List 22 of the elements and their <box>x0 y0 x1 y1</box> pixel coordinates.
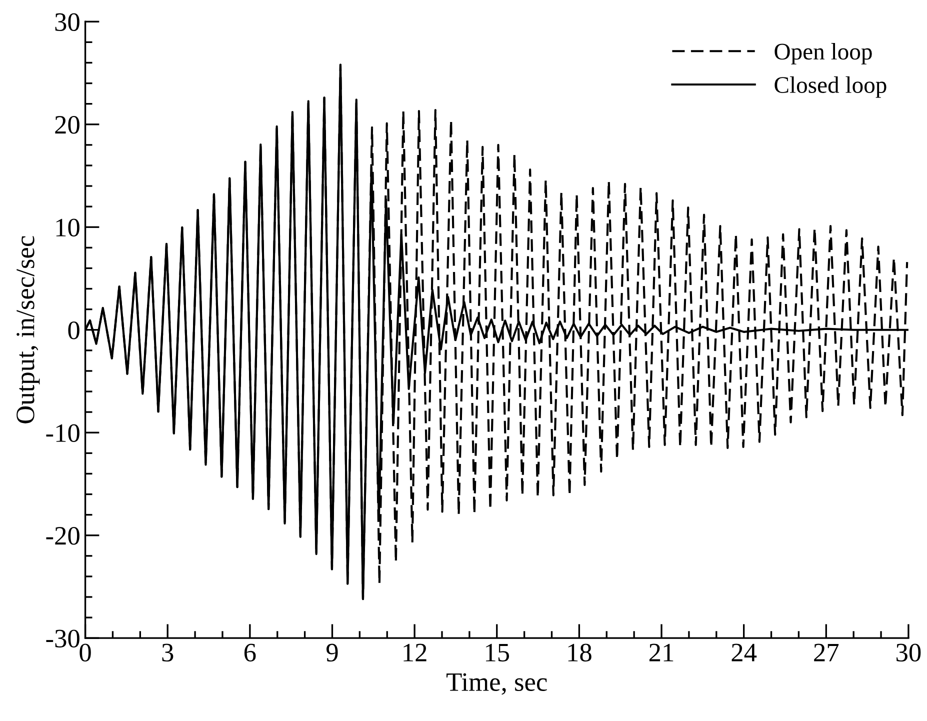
y-tick-label: 20 <box>55 116 80 134</box>
x-tick-label: 21 <box>649 644 674 662</box>
y-tick-label: 10 <box>56 218 80 237</box>
y-tick-label: 30 <box>55 13 80 32</box>
y-tick-label: -30 <box>46 630 80 648</box>
x-tick-label: 9 <box>326 644 338 662</box>
y-tick-label: -10 <box>46 424 80 442</box>
x-tick-label: 6 <box>244 644 256 662</box>
x-tick-label: 15 <box>486 644 510 662</box>
legend-label: Open loop <box>774 43 872 64</box>
y-tick-label: 0 <box>68 321 80 340</box>
x-tick-label: 3 <box>162 644 174 662</box>
x-tick-label: 0 <box>80 644 91 662</box>
legend-label: Closed loop <box>774 76 886 98</box>
y-tick-label: -20 <box>46 526 80 545</box>
x-tick-label: 12 <box>404 644 426 662</box>
x-tick-label: 18 <box>568 644 592 662</box>
x-tick-label: 27 <box>814 644 839 662</box>
y-axis-title: Output, in/sec/sec <box>16 236 40 424</box>
x-tick-label: 24 <box>732 644 757 662</box>
x-tick-label: 30 <box>896 644 921 662</box>
x-axis-title: Time, sec <box>446 673 547 695</box>
